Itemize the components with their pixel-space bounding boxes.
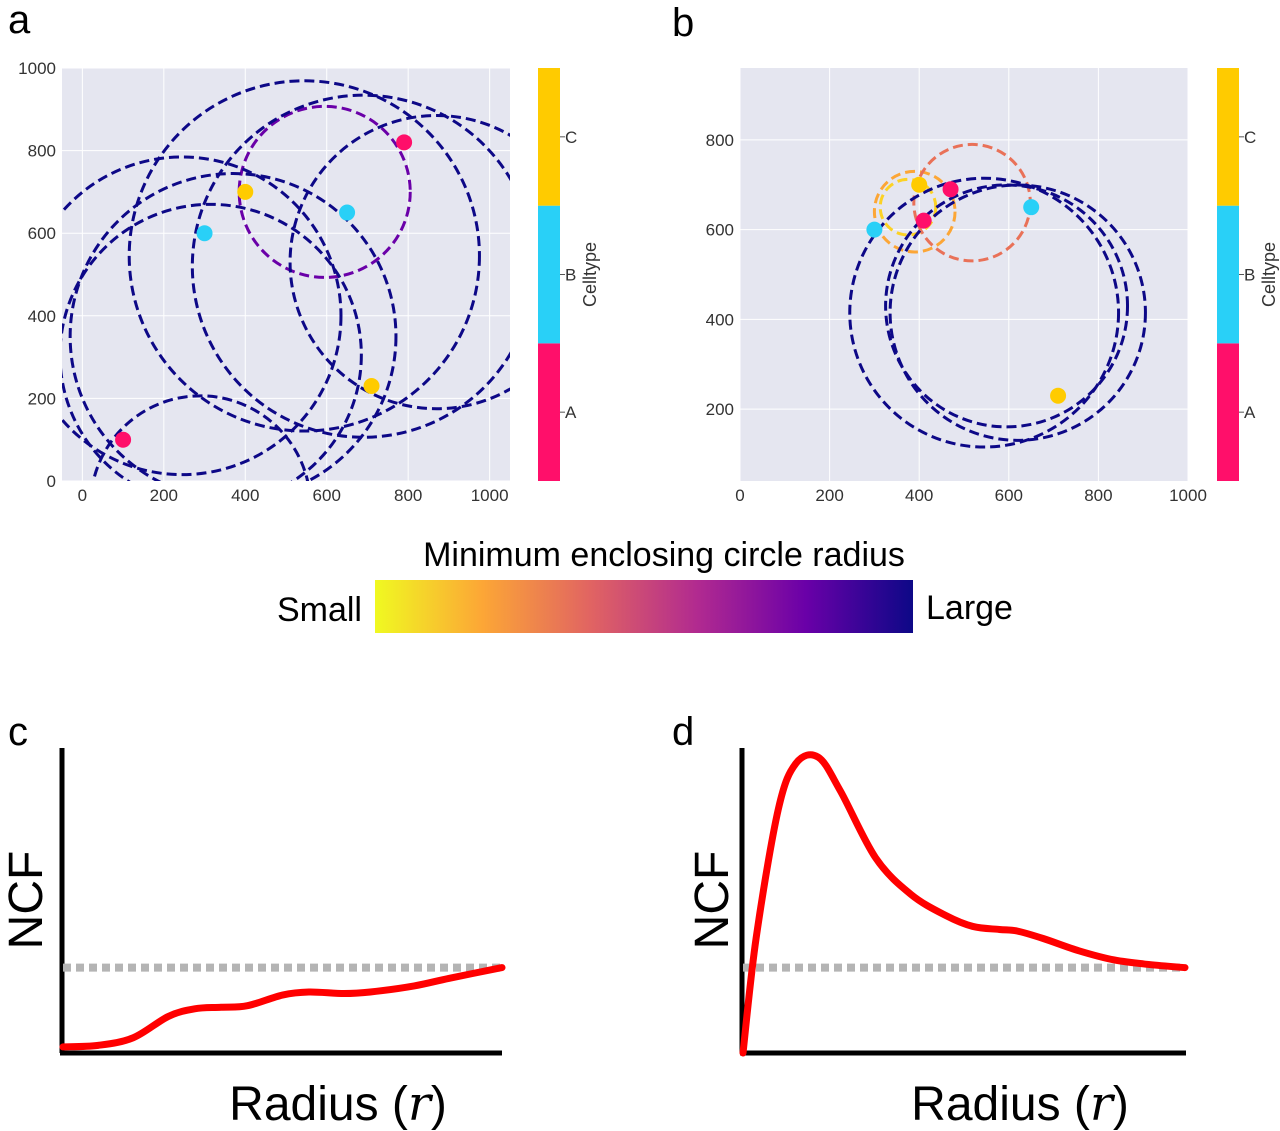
plot-a-background bbox=[62, 68, 510, 481]
cell-point-B bbox=[866, 221, 883, 238]
x-tick-label: 600 bbox=[313, 486, 341, 505]
plot-b-clip-area bbox=[848, 142, 1147, 449]
x-tick-label: 200 bbox=[150, 486, 178, 505]
panel-d-ncf-curve: NCF Radius (r) bbox=[686, 748, 1189, 1131]
plot-b-tick-labels: 0 200 400 600 800 1000 200 400 600 800 bbox=[706, 131, 1207, 505]
enclosing-circle bbox=[288, 114, 510, 411]
panel-letter-c: c bbox=[8, 710, 28, 754]
x-tick-label: 600 bbox=[995, 486, 1023, 505]
celltype-segment-A bbox=[538, 343, 560, 481]
y-tick-label: 600 bbox=[706, 221, 734, 240]
panel-letter-b: b bbox=[672, 1, 694, 45]
celltype-label-C: C bbox=[565, 128, 577, 147]
celltype-colorbar-b: A B C Celltype bbox=[1217, 68, 1279, 481]
y-tick-label: 800 bbox=[706, 131, 734, 150]
celltype-colorbar-title: Celltype bbox=[580, 242, 600, 307]
plot-c-y-axis-title: NCF bbox=[0, 851, 53, 950]
enclosing-circle bbox=[62, 202, 363, 481]
x-title-close: ) bbox=[431, 1078, 447, 1131]
y-tick-label: 200 bbox=[706, 400, 734, 419]
panel-b-scatter-plot: 0 200 400 600 800 1000 200 400 600 800 bbox=[706, 68, 1207, 505]
x-title-variable: r bbox=[408, 1076, 434, 1131]
celltype-segment-C bbox=[538, 68, 560, 206]
plot-c-lines bbox=[59, 963, 506, 1051]
y-tick-label: 200 bbox=[28, 389, 56, 408]
x-tick-label: 200 bbox=[815, 486, 843, 505]
y-tick-label: 400 bbox=[28, 307, 56, 326]
x-title-text: Radius ( bbox=[229, 1078, 408, 1131]
cell-point-C bbox=[237, 183, 254, 200]
cell-point-A bbox=[915, 212, 932, 229]
enclosing-circle bbox=[888, 183, 1147, 442]
mec-radius-gradient-bar bbox=[375, 580, 913, 633]
x-tick-label: 1000 bbox=[471, 486, 509, 505]
mec-radius-legend-title: Minimum enclosing circle radius bbox=[423, 536, 905, 574]
cell-point-A bbox=[942, 181, 959, 198]
enclosing-circle bbox=[878, 177, 938, 237]
plot-a-tick-labels: 0 200 400 600 800 1000 0 200 400 600 800 1000 bbox=[18, 59, 508, 505]
mec-radius-legend-small: Small bbox=[277, 591, 362, 629]
enclosing-circle bbox=[68, 172, 398, 481]
celltype-label-B: B bbox=[565, 266, 576, 285]
panel-letter-d: d bbox=[672, 710, 694, 754]
x-tick-label: 0 bbox=[78, 486, 87, 505]
celltype-label-A: A bbox=[1244, 403, 1256, 422]
ncf-curve bbox=[59, 964, 506, 1051]
plot-b-gridlines bbox=[739, 68, 1189, 481]
ncf-curve bbox=[739, 751, 1189, 1057]
enclosing-circle bbox=[872, 169, 957, 254]
celltype-label-B: B bbox=[1244, 266, 1255, 285]
y-tick-label: 0 bbox=[47, 472, 56, 491]
celltype-label-C: C bbox=[1244, 128, 1256, 147]
plot-b-points bbox=[866, 176, 1067, 404]
x-tick-label: 800 bbox=[394, 486, 422, 505]
celltype-segment-A bbox=[1217, 343, 1239, 481]
plot-a-points bbox=[115, 134, 413, 448]
plot-d-y-axis-title: NCF bbox=[686, 851, 739, 950]
panel-letter-a: a bbox=[8, 0, 31, 42]
x-title-close: ) bbox=[1113, 1078, 1129, 1131]
cell-point-C bbox=[363, 378, 380, 395]
enclosing-circle bbox=[884, 183, 1130, 429]
y-tick-label: 400 bbox=[706, 310, 734, 329]
cell-point-B bbox=[339, 204, 356, 221]
x-tick-label: 800 bbox=[1084, 486, 1112, 505]
cell-point-B bbox=[1023, 199, 1040, 216]
plot-d-lines bbox=[739, 751, 1189, 1057]
mec-radius-legend: Minimum enclosing circle radius Small La… bbox=[277, 536, 1013, 633]
plot-d-x-axis-title: Radius (r) bbox=[911, 1076, 1129, 1131]
mec-radius-legend-large: Large bbox=[926, 589, 1013, 627]
celltype-colorbar-title: Celltype bbox=[1259, 242, 1279, 307]
enclosing-circle bbox=[848, 176, 1121, 449]
cell-point-C bbox=[1050, 387, 1067, 404]
x-title-variable: r bbox=[1090, 1076, 1116, 1131]
y-tick-label: 800 bbox=[28, 142, 56, 161]
plot-b-circles bbox=[848, 142, 1147, 449]
y-tick-label: 1000 bbox=[18, 59, 56, 78]
cell-point-B bbox=[196, 225, 213, 242]
plot-b-background bbox=[740, 68, 1188, 481]
celltype-segment-B bbox=[538, 205, 560, 344]
panel-c-ncf-curve: NCF Radius (r) bbox=[0, 748, 506, 1131]
cell-point-C bbox=[911, 176, 928, 193]
celltype-label-A: A bbox=[565, 403, 577, 422]
y-tick-label: 600 bbox=[28, 224, 56, 243]
x-tick-label: 400 bbox=[231, 486, 259, 505]
celltype-colorbar-a: A B C Celltype bbox=[538, 68, 600, 481]
enclosing-circle bbox=[91, 394, 310, 481]
cell-point-A bbox=[115, 431, 132, 448]
x-tick-label: 400 bbox=[905, 486, 933, 505]
cell-point-A bbox=[396, 134, 413, 151]
x-tick-label: 0 bbox=[735, 486, 744, 505]
panel-a-scatter-plot: 0 200 400 600 800 1000 0 200 400 600 800 1000 bbox=[18, 59, 510, 505]
x-tick-label: 1000 bbox=[1169, 486, 1207, 505]
plot-a-gridlines bbox=[62, 67, 510, 482]
x-title-text: Radius ( bbox=[911, 1078, 1090, 1131]
plot-c-x-axis-title: Radius (r) bbox=[229, 1076, 447, 1131]
enclosing-circle bbox=[127, 79, 481, 433]
celltype-segment-B bbox=[1217, 205, 1239, 344]
celltype-segment-C bbox=[1217, 68, 1239, 206]
enclosing-circle bbox=[62, 155, 343, 477]
